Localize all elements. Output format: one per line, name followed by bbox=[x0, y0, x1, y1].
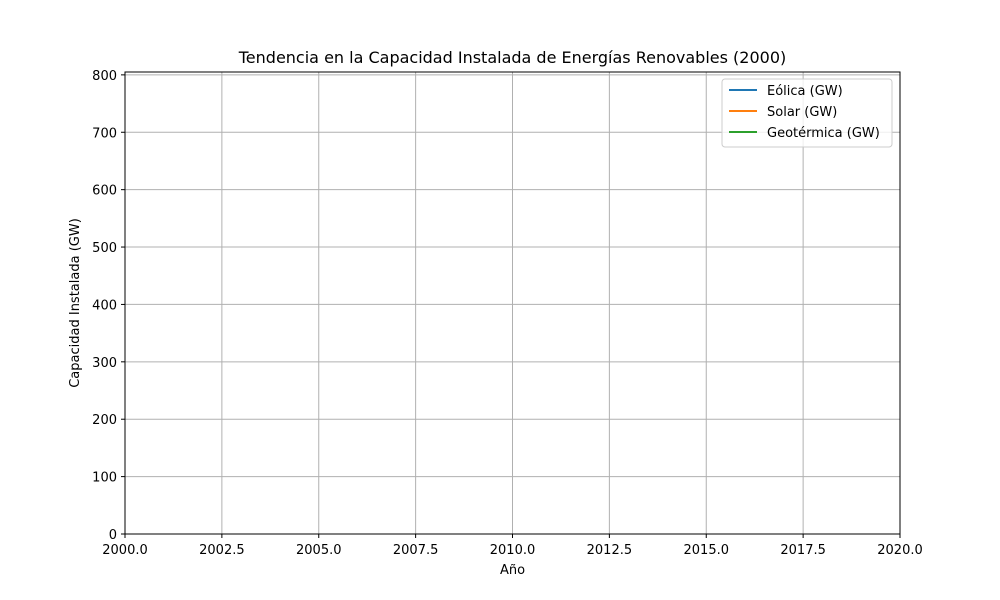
y-tick-label: 700 bbox=[92, 126, 117, 141]
x-tick-label: 2007.5 bbox=[393, 543, 439, 558]
legend-box bbox=[721, 78, 893, 148]
legend-label-eolica: Eólica (GW) bbox=[767, 84, 843, 99]
legend-label-geotermica: Geotérmica (GW) bbox=[767, 126, 880, 141]
x-tick-label: 2017.5 bbox=[780, 543, 826, 558]
y-tick-label: 200 bbox=[92, 413, 117, 428]
x-tick-label: 2010.0 bbox=[490, 543, 536, 558]
y-tick-label: 500 bbox=[92, 241, 117, 256]
x-axis-label: Año bbox=[500, 563, 525, 578]
legend: Eólica (GW) Solar (GW) Geotérmica (GW) bbox=[721, 78, 893, 148]
y-tick-label: 400 bbox=[92, 298, 117, 313]
y-tick-label: 600 bbox=[92, 184, 117, 199]
chart-title: Tendencia en la Capacidad Instalada de E… bbox=[238, 48, 787, 67]
x-tick-label: 2020.0 bbox=[877, 543, 923, 558]
y-tick-label: 100 bbox=[92, 471, 117, 486]
legend-label-solar: Solar (GW) bbox=[767, 105, 837, 120]
x-tick-label: 2012.5 bbox=[587, 543, 633, 558]
y-tick-label: 0 bbox=[109, 528, 117, 543]
x-tick-label: 2005.0 bbox=[296, 543, 342, 558]
y-tick-label: 300 bbox=[92, 356, 117, 371]
x-tick-label: 2002.5 bbox=[199, 543, 245, 558]
y-tick-label: 800 bbox=[92, 69, 117, 84]
x-tick-label: 2000.0 bbox=[102, 543, 148, 558]
y-axis-label: Capacidad Instalada (GW) bbox=[68, 218, 83, 388]
x-tick-label: 2015.0 bbox=[684, 543, 730, 558]
axis-ticks: 2000.0 2002.5 2005.0 2007.5 2010.0 2012.5 2015… bbox=[92, 69, 923, 558]
